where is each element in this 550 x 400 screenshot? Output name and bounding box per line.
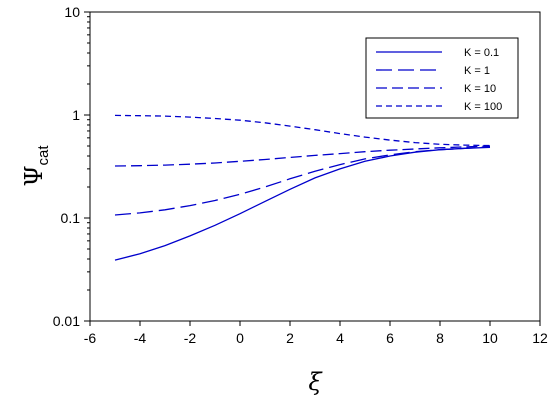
legend-label: K = 100 xyxy=(464,101,502,113)
series-line-4 xyxy=(114,114,491,147)
legend-box xyxy=(365,37,519,119)
y-tick-label: 10 xyxy=(64,4,80,20)
x-axis-title: ξ xyxy=(308,368,323,396)
y-axis-title-main: Ψ xyxy=(20,165,48,186)
x-tick-label: 2 xyxy=(286,330,294,346)
plot-frame xyxy=(89,11,541,322)
x-tick-label: -6 xyxy=(84,330,97,346)
legend-label: K = 1 xyxy=(464,65,490,77)
y-axis-title: Ψcat xyxy=(20,145,52,187)
legend-label: K = 10 xyxy=(464,83,496,95)
x-tick-label: 8 xyxy=(436,330,444,346)
y-axis-title-subscript: cat xyxy=(35,145,52,166)
y-tick-label: 0.1 xyxy=(61,210,81,226)
x-tick-label: 6 xyxy=(386,330,394,346)
series-line-2 xyxy=(114,146,491,216)
legend: K = 0.1 K = 1 K = 10 K = 100 xyxy=(365,37,519,119)
y-axis: 0.01 0.1 1 10 xyxy=(53,4,90,329)
x-tick-label: -4 xyxy=(134,330,147,346)
x-tick-label: 12 xyxy=(532,330,548,346)
x-tick-label: 10 xyxy=(482,330,498,346)
series-lines xyxy=(114,114,491,261)
legend-label: K = 0.1 xyxy=(464,47,499,59)
series-line-3 xyxy=(114,145,491,167)
y-tick-label: 1 xyxy=(72,107,80,123)
x-tick-label: 0 xyxy=(236,330,244,346)
x-tick-label: -2 xyxy=(184,330,197,346)
x-axis: -6 -4 -2 0 2 4 6 8 10 12 xyxy=(84,321,548,346)
x-tick-label: 4 xyxy=(336,330,344,346)
y-tick-label: 0.01 xyxy=(53,313,80,329)
